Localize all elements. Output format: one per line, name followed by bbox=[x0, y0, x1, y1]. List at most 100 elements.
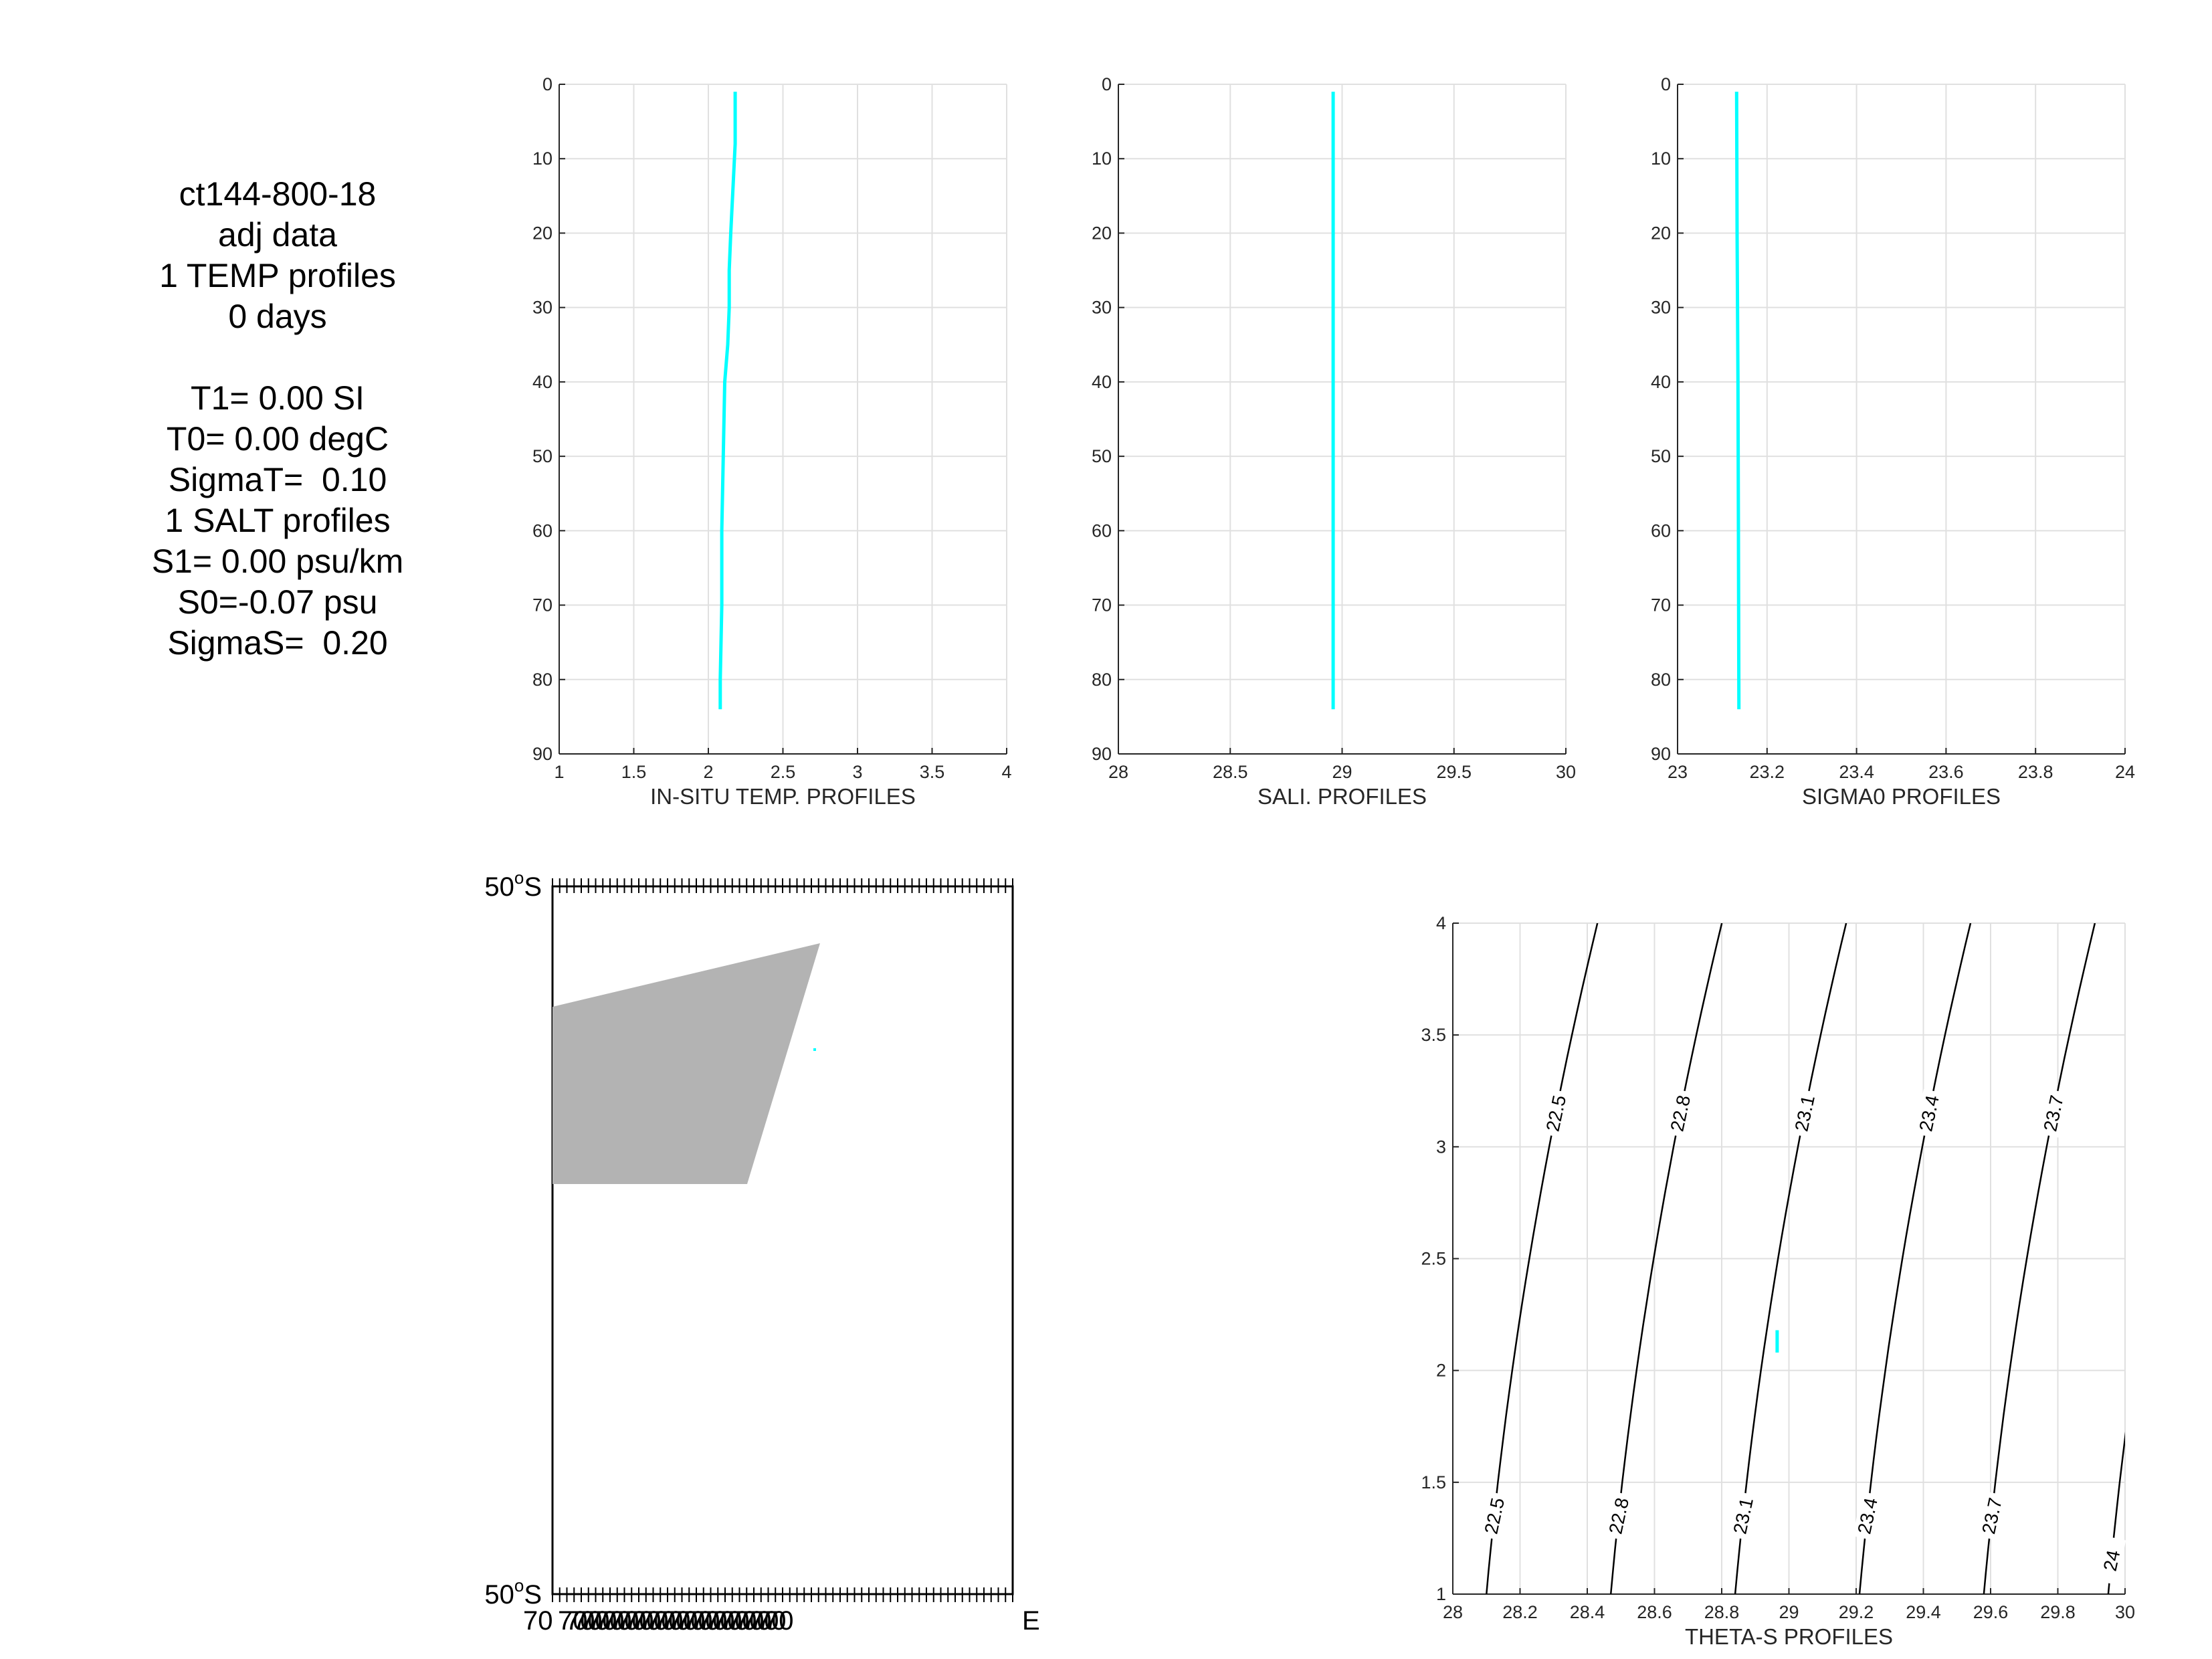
x-tick-label: 1.5 bbox=[621, 762, 647, 782]
lon-tick-label-overlap: 70 bbox=[764, 1606, 794, 1636]
contour-label: 24 bbox=[2100, 1548, 2124, 1573]
info-line: T0= 0.00 degC bbox=[166, 420, 389, 458]
x-tick-label: 29.4 bbox=[1906, 1602, 1941, 1622]
contour-label-bg bbox=[1604, 1491, 1633, 1541]
info-line: SigmaS= 0.20 bbox=[167, 624, 388, 662]
lon-tick-label-overlap: 70 bbox=[580, 1606, 610, 1636]
y-tick-label: 90 bbox=[1651, 744, 1671, 764]
lon-tick-label-overlap: 70 bbox=[639, 1606, 669, 1636]
y-tick-label: 60 bbox=[1092, 520, 1112, 541]
contour-label-group: 22.8 bbox=[1604, 1491, 1633, 1541]
y-tick-label: 0 bbox=[542, 74, 552, 94]
lon-tick-label-overlap: 70 bbox=[653, 1606, 684, 1636]
profile-info-text: ct144-800-18 adj data 1 TEMP profiles 0 … bbox=[107, 174, 448, 664]
y-tick-label: 2 bbox=[1436, 1361, 1446, 1381]
profile-line bbox=[718, 92, 737, 710]
info-line: ct144-800-18 bbox=[179, 175, 377, 213]
hemisphere: S bbox=[524, 872, 542, 902]
y-tick-label: 60 bbox=[1651, 520, 1671, 541]
x-tick-label: 28 bbox=[1443, 1602, 1463, 1622]
contour-label-bg bbox=[1789, 1088, 1819, 1138]
y-tick-label: 30 bbox=[532, 298, 552, 318]
contour-label-bg bbox=[1541, 1088, 1571, 1138]
x-tick-label: 23.4 bbox=[1839, 762, 1874, 782]
contour-label-group: 22.5 bbox=[1480, 1491, 1509, 1541]
x-tick-label: 29.8 bbox=[2040, 1602, 2076, 1622]
info-line: 0 days bbox=[228, 298, 327, 335]
contour-label-bg bbox=[1914, 1088, 1944, 1138]
x-axis-label: THETA-S PROFILES bbox=[1685, 1624, 1893, 1649]
info-line: 1 SALT profiles bbox=[165, 502, 391, 539]
info-line: adj data bbox=[218, 216, 337, 254]
lon-tick-label-overlap: 70 bbox=[720, 1606, 750, 1636]
x-tick-label: 23.8 bbox=[2018, 762, 2053, 782]
x-tick-label: 28.8 bbox=[1704, 1602, 1740, 1622]
contour-label-bg bbox=[1728, 1491, 1758, 1541]
contour-label-bg bbox=[1666, 1088, 1695, 1138]
x-tick-label: 23.6 bbox=[1928, 762, 1964, 782]
x-tick-label: 28.2 bbox=[1502, 1602, 1538, 1622]
y-tick-label: 80 bbox=[532, 670, 552, 690]
y-tick-label: 20 bbox=[1092, 223, 1112, 243]
lat-value: 50 bbox=[484, 1580, 514, 1609]
lon-tick-label-overlap: 70 bbox=[661, 1606, 691, 1636]
contour-label-group: 22.8 bbox=[1666, 1088, 1695, 1138]
x-tick-label: 23.2 bbox=[1750, 762, 1785, 782]
y-tick-label: 50 bbox=[1651, 446, 1671, 466]
lon-tick-label-overlap: 70 bbox=[676, 1606, 706, 1636]
plot-area bbox=[1678, 84, 2125, 754]
theta-s-plot: 28 28.2 28.4 28.6 28.8 29 29.2 29.4 29.6 29.8 30 1 1… bbox=[1421, 913, 2135, 1649]
lon-tick-label-overlap: 70 bbox=[624, 1606, 654, 1636]
contour-label-group: 24 bbox=[2096, 1536, 2126, 1585]
y-tick-label: 70 bbox=[1651, 595, 1671, 615]
x-tick-label: 1 bbox=[554, 762, 564, 782]
y-tick-label: 30 bbox=[1092, 298, 1112, 318]
y-tick-label: 80 bbox=[1651, 670, 1671, 690]
lon-tick-label-overlap: 70 bbox=[573, 1606, 603, 1636]
lon-tick-label-overlap: 70 bbox=[609, 1606, 639, 1636]
y-tick-label: 3.5 bbox=[1421, 1025, 1446, 1045]
contour-group bbox=[1486, 923, 2125, 1594]
degree-symbol: o bbox=[514, 1575, 524, 1595]
x-tick-label: 23 bbox=[1668, 762, 1688, 782]
y-tick-label: 10 bbox=[532, 149, 552, 169]
x-tick-label: 28.4 bbox=[1570, 1602, 1605, 1622]
land-patch bbox=[552, 943, 820, 1184]
y-tick-label: 50 bbox=[532, 446, 552, 466]
lon-tick-label-overlap: 70 bbox=[565, 1606, 595, 1636]
isopycnal-contour bbox=[2107, 1431, 2125, 1594]
x-tick-label: 28 bbox=[1108, 762, 1128, 782]
x-tick-label: 2.5 bbox=[771, 762, 796, 782]
lon-tick-label-overlap: 70 bbox=[683, 1606, 713, 1636]
x-tick-label: 29.5 bbox=[1436, 762, 1472, 782]
x-tick-label: 24 bbox=[2115, 762, 2135, 782]
lon-tick-label-overlap: 70 bbox=[617, 1606, 647, 1636]
x-tick-label: 4 bbox=[1001, 762, 1011, 782]
x-tick-label: 29.6 bbox=[1973, 1602, 2009, 1622]
y-tick-label: 60 bbox=[532, 520, 552, 541]
y-tick-label: 90 bbox=[532, 744, 552, 764]
y-tick-label: 3 bbox=[1436, 1137, 1446, 1157]
x-axis-label: SALI. PROFILES bbox=[1258, 784, 1427, 809]
y-tick-label: 4 bbox=[1436, 913, 1446, 933]
y-tick-label: 1 bbox=[1436, 1584, 1446, 1604]
x-tick-label: 30 bbox=[2115, 1602, 2135, 1622]
lon-tick-label-overlap: 70 bbox=[742, 1606, 772, 1636]
contour-label-group: 23.4 bbox=[1914, 1088, 1944, 1138]
lon-tick-label-overlap: 70 bbox=[602, 1606, 632, 1636]
lat-label: 50oS bbox=[484, 1575, 542, 1609]
y-tick-label: 50 bbox=[1092, 446, 1112, 466]
lon-tick-label-overlap: 70 bbox=[595, 1606, 625, 1636]
x-tick-label: 3 bbox=[852, 762, 862, 782]
x-tick-label: 29 bbox=[1332, 762, 1352, 782]
lon-tick-label-overlap: 70 bbox=[690, 1606, 720, 1636]
lat-label: 50oS bbox=[484, 868, 542, 902]
info-line: S0=-0.07 psu bbox=[177, 583, 378, 621]
y-tick-label: 20 bbox=[1651, 223, 1671, 243]
lon-tick-label-overlap: 70 bbox=[749, 1606, 779, 1636]
profile-location-marker bbox=[813, 1048, 816, 1051]
hemisphere: S bbox=[524, 1580, 542, 1609]
contour-label-bg bbox=[1977, 1491, 2007, 1541]
y-tick-label: 90 bbox=[1092, 744, 1112, 764]
